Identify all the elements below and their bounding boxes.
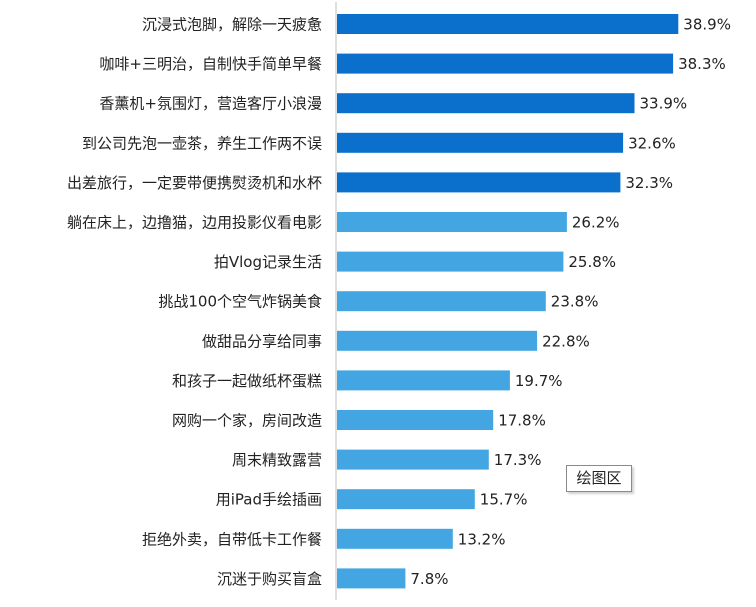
bar xyxy=(337,568,406,589)
bar xyxy=(337,528,453,549)
category-label: 沉迷于购买盲盒 xyxy=(217,570,322,588)
category-label: 咖啡+三明治，自制快手简单早餐 xyxy=(99,55,322,73)
value-label: 26.2% xyxy=(572,214,620,232)
category-label: 网购一个家，房间改造 xyxy=(172,412,322,430)
category-label: 做甜品分享给同事 xyxy=(202,332,322,350)
category-label: 拍Vlog记录生活 xyxy=(214,253,322,271)
value-label: 38.3% xyxy=(678,55,726,73)
category-label: 躺在床上，边撸猫，边用投影仪看电影 xyxy=(67,214,322,232)
category-label: 出差旅行，一定要带便携熨烫机和水杯 xyxy=(67,174,322,192)
bar xyxy=(337,172,621,193)
value-label: 33.9% xyxy=(640,95,688,113)
value-label: 7.8% xyxy=(410,570,448,588)
bar xyxy=(337,410,494,430)
category-label: 到公司先泡一壶茶，养生工作两不误 xyxy=(82,134,322,152)
bar xyxy=(337,251,564,272)
bar xyxy=(337,330,538,351)
value-label: 17.3% xyxy=(494,451,542,469)
category-label: 和孩子一起做纸杯蛋糕 xyxy=(172,372,322,390)
value-label: 13.2% xyxy=(458,530,506,548)
value-label: 32.6% xyxy=(628,134,676,152)
category-label: 香薰机+氛围灯，营造客厅小浪漫 xyxy=(99,95,322,113)
category-label: 周末精致露营 xyxy=(232,451,322,469)
bar xyxy=(337,132,624,153)
value-label: 23.8% xyxy=(551,293,599,311)
value-label: 17.8% xyxy=(498,412,546,430)
bar xyxy=(337,291,546,312)
bar xyxy=(337,93,635,114)
bar xyxy=(337,53,674,74)
category-label: 用iPad手绘插画 xyxy=(216,491,322,509)
bar xyxy=(337,489,475,510)
plot-area-tooltip: 绘图区 xyxy=(566,465,632,492)
bar xyxy=(337,14,679,34)
value-label: 15.7% xyxy=(480,491,528,509)
bar xyxy=(337,212,567,232)
category-label: 挑战100个空气炸锅美食 xyxy=(158,293,322,311)
value-label: 19.7% xyxy=(515,372,563,390)
value-label: 25.8% xyxy=(568,253,616,271)
value-label: 22.8% xyxy=(542,332,590,350)
category-label: 沉浸式泡脚，解除一天疲惫 xyxy=(142,16,322,34)
category-label: 拒绝外卖，自带低卡工作餐 xyxy=(142,530,322,548)
bar xyxy=(337,449,489,470)
bar xyxy=(337,370,510,391)
value-label: 32.3% xyxy=(625,174,673,192)
value-label: 38.9% xyxy=(683,16,731,34)
